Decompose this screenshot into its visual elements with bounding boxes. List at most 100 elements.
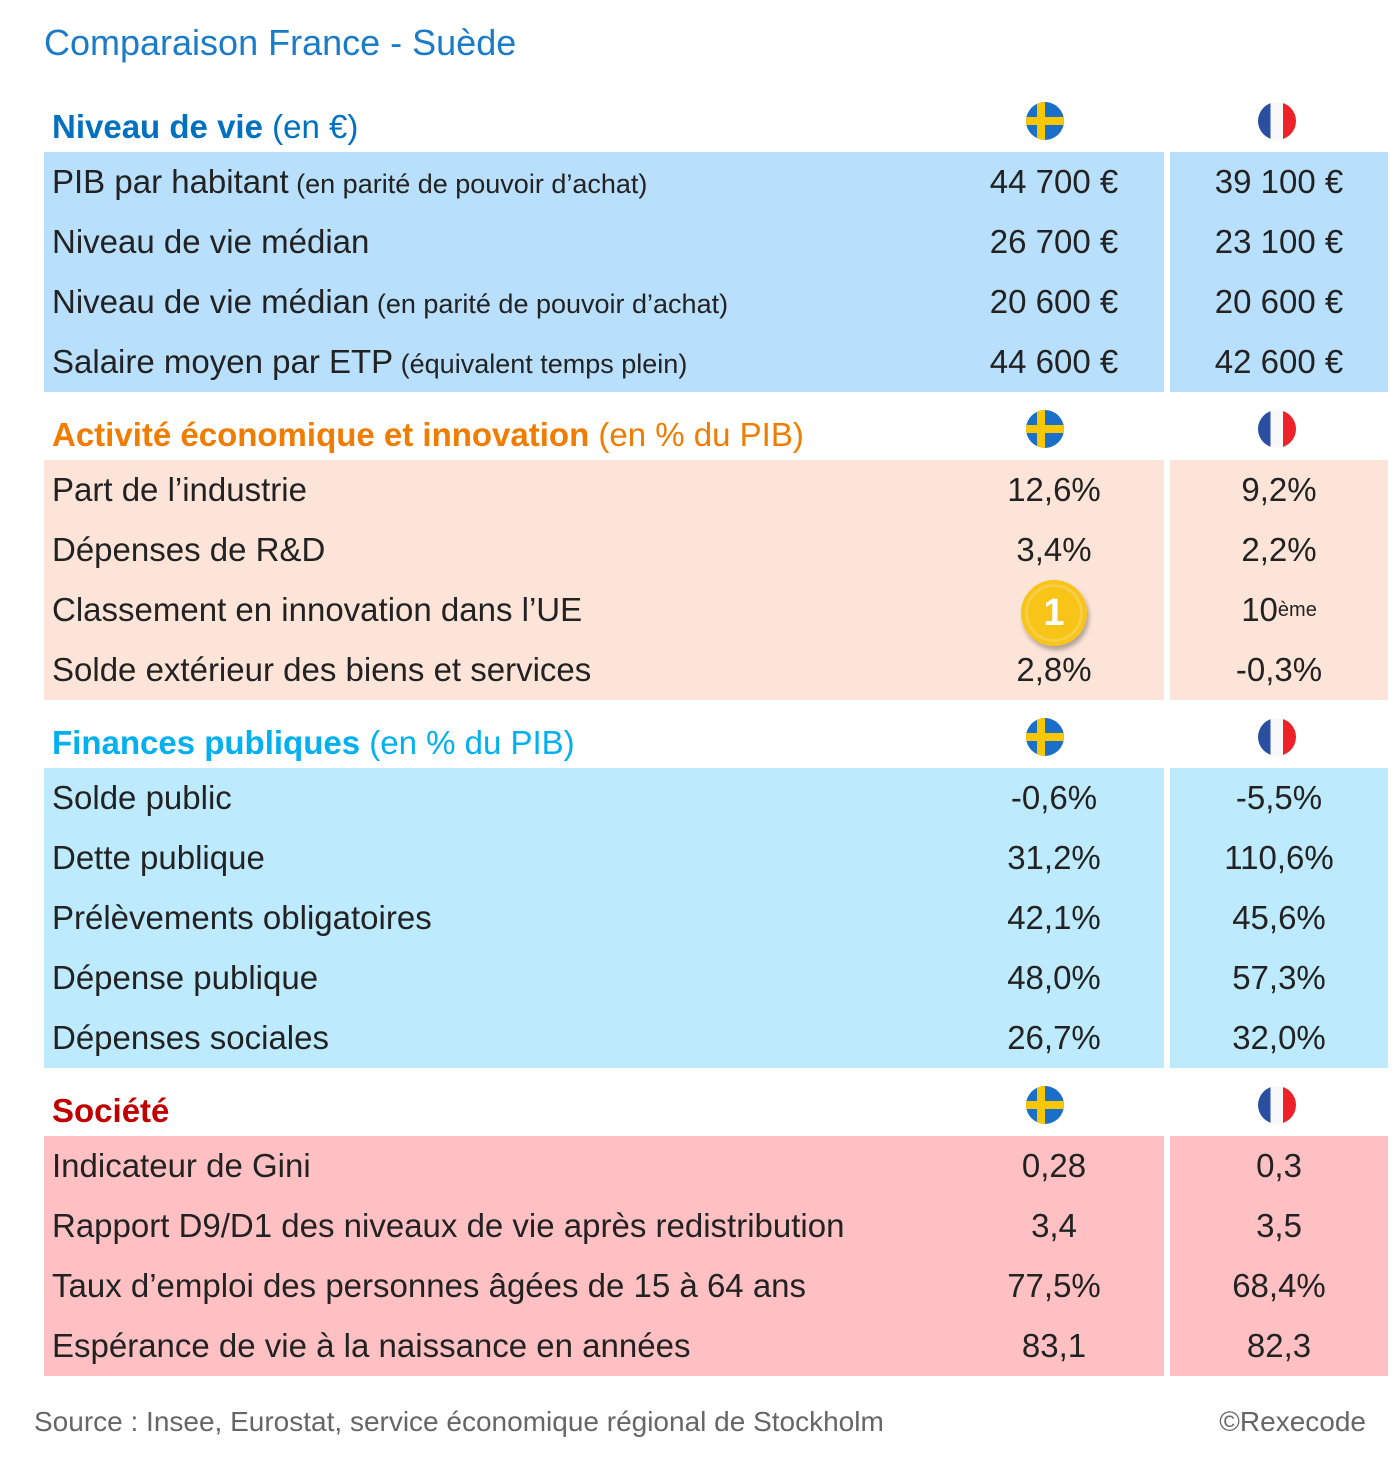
section-header: Finances publiques (en % du PIB) bbox=[44, 700, 1388, 768]
table-row: Taux d’emploi des personnes âgées de 15 … bbox=[44, 1256, 1164, 1316]
france-flag-icon bbox=[1258, 718, 1296, 756]
row-label-text: Dépenses de R&D bbox=[52, 531, 326, 568]
row-label: Solde extérieur des biens et services bbox=[44, 651, 944, 689]
section-title-text: Société bbox=[52, 1092, 170, 1129]
france-cell: 10 ème bbox=[1170, 580, 1388, 640]
section-header: Société bbox=[44, 1068, 1388, 1136]
section-title: Société bbox=[52, 1092, 169, 1130]
row-label-text: Dépenses sociales bbox=[52, 1019, 329, 1056]
ordinal-suffix: ème bbox=[1277, 598, 1317, 621]
sweden-cell: 83,1 bbox=[944, 1327, 1164, 1365]
row-label-text: Niveau de vie médian bbox=[52, 283, 370, 320]
row-label: Taux d’emploi des personnes âgées de 15 … bbox=[44, 1267, 944, 1305]
france-value: 20 600 € bbox=[1214, 283, 1344, 320]
sweden-value: 48,0% bbox=[1007, 959, 1101, 996]
labels-column: Solde public -0,6% Dette publique 31,2% Prél… bbox=[44, 768, 1164, 1068]
sweden-value: -0,6% bbox=[1010, 779, 1098, 816]
row-label-text: Part de l’industrie bbox=[52, 471, 307, 508]
table-row: Solde public -0,6% bbox=[44, 768, 1164, 828]
france-cell: 3,5 bbox=[1170, 1196, 1388, 1256]
table-row: Salaire moyen par ETP (équivalent temps … bbox=[44, 332, 1164, 392]
france-column: 9,2% 2,2% 10 ème -0,3% bbox=[1170, 460, 1388, 700]
row-label: Indicateur de Gini bbox=[44, 1147, 944, 1185]
france-cell: 42 600 € bbox=[1170, 332, 1388, 392]
france-value: -0,3% bbox=[1235, 651, 1323, 688]
sweden-value: 77,5% bbox=[1007, 1267, 1101, 1304]
section-finances: Finances publiques (en % du PIB) Solde p… bbox=[44, 700, 1388, 1068]
france-cell: 68,4% bbox=[1170, 1256, 1388, 1316]
sweden-value: 3,4% bbox=[1016, 531, 1092, 568]
sweden-cell: 0,28 bbox=[944, 1147, 1164, 1185]
row-label: Niveau de vie médian bbox=[44, 223, 944, 261]
table-row: Niveau de vie médian 26 700 € bbox=[44, 212, 1164, 272]
france-cell: 9,2% bbox=[1170, 460, 1388, 520]
sweden-value: 44 600 € bbox=[989, 343, 1119, 380]
table-row: Part de l’industrie 12,6% bbox=[44, 460, 1164, 520]
table-row: Dépense publique 48,0% bbox=[44, 948, 1164, 1008]
gold-medal-icon: 1 bbox=[1021, 580, 1087, 646]
table-row: Espérance de vie à la naissance en année… bbox=[44, 1316, 1164, 1376]
section-title: Activité économique et innovation (en % … bbox=[52, 416, 804, 454]
row-label-text: Espérance de vie à la naissance en année… bbox=[52, 1327, 691, 1364]
sweden-cell: 20 600 € bbox=[944, 283, 1164, 321]
sweden-flag-icon bbox=[1026, 718, 1064, 756]
row-label-text: Classement en innovation dans l’UE bbox=[52, 591, 583, 628]
france-value: 9,2% bbox=[1241, 471, 1317, 508]
table-row: Classement en innovation dans l’UE 1 bbox=[44, 580, 1164, 646]
table-row: Dépenses sociales 26,7% bbox=[44, 1008, 1164, 1068]
france-value: 2,2% bbox=[1241, 531, 1317, 568]
france-column: 39 100 € 23 100 € 20 600 € 42 600 € bbox=[1170, 152, 1388, 392]
france-cell: 20 600 € bbox=[1170, 272, 1388, 332]
france-value: 57,3% bbox=[1232, 959, 1326, 996]
row-note: (en parité de pouvoir d’achat) bbox=[369, 289, 729, 319]
row-label-text: Solde extérieur des biens et services bbox=[52, 651, 592, 688]
france-cell: 82,3 bbox=[1170, 1316, 1388, 1376]
sweden-value: 3,4 bbox=[1031, 1207, 1077, 1244]
sweden-cell: 1 bbox=[944, 574, 1164, 646]
row-note: (en parité de pouvoir d’achat) bbox=[288, 169, 648, 199]
sweden-value: 83,1 bbox=[1021, 1327, 1087, 1364]
france-flag-icon bbox=[1258, 102, 1296, 140]
page-title: Comparaison France - Suède bbox=[44, 22, 517, 63]
section-unit: (en % du PIB) bbox=[589, 416, 804, 453]
france-cell: 2,2% bbox=[1170, 520, 1388, 580]
copyright: ©Rexecode bbox=[1219, 1406, 1366, 1437]
sweden-cell: 3,4 bbox=[944, 1207, 1164, 1245]
table-row: Indicateur de Gini 0,28 bbox=[44, 1136, 1164, 1196]
sweden-value: 31,2% bbox=[1007, 839, 1101, 876]
section-header: Niveau de vie (en €) bbox=[44, 92, 1388, 152]
row-label-text: Solde public bbox=[52, 779, 232, 816]
section-title-text: Niveau de vie bbox=[52, 108, 263, 145]
row-label: Dépenses sociales bbox=[44, 1019, 944, 1057]
row-label: Prélèvements obligatoires bbox=[44, 899, 944, 937]
row-label-text: Taux d’emploi des personnes âgées de 15 … bbox=[52, 1267, 807, 1304]
row-label: Solde public bbox=[44, 779, 944, 817]
table-row: Niveau de vie médian (en parité de pouvo… bbox=[44, 272, 1164, 332]
france-flag-icon bbox=[1258, 1086, 1296, 1124]
france-cell: -5,5% bbox=[1170, 768, 1388, 828]
france-cell: 110,6% bbox=[1170, 828, 1388, 888]
france-column: 0,3 3,5 68,4% 82,3 bbox=[1170, 1136, 1388, 1376]
table-row: Solde extérieur des biens et services 2,8… bbox=[44, 640, 1164, 700]
section-activite: Activité économique et innovation (en % … bbox=[44, 392, 1388, 700]
sweden-value: 20 600 € bbox=[989, 283, 1119, 320]
sweden-flag-icon bbox=[1026, 102, 1064, 140]
labels-column: PIB par habitant (en parité de pouvoir d… bbox=[44, 152, 1164, 392]
section-title-text: Activité économique et innovation bbox=[52, 416, 590, 453]
row-label: Salaire moyen par ETP (équivalent temps … bbox=[44, 343, 944, 381]
sweden-cell: 44 600 € bbox=[944, 343, 1164, 381]
labels-column: Part de l’industrie 12,6% Dépenses de R&D 3… bbox=[44, 460, 1164, 700]
france-value: 68,4% bbox=[1232, 1267, 1326, 1304]
france-value: 32,0% bbox=[1232, 1019, 1326, 1056]
sweden-cell: 48,0% bbox=[944, 959, 1164, 997]
france-value: 42 600 € bbox=[1214, 343, 1344, 380]
france-value: -5,5% bbox=[1235, 779, 1323, 816]
france-column: -5,5% 110,6% 45,6% 57,3% 32,0% bbox=[1170, 768, 1388, 1068]
section-header: Activité économique et innovation (en % … bbox=[44, 392, 1388, 460]
row-label-text: Rapport D9/D1 des niveaux de vie après r… bbox=[52, 1207, 845, 1244]
sweden-cell: 44 700 € bbox=[944, 163, 1164, 201]
france-cell: 45,6% bbox=[1170, 888, 1388, 948]
section-unit: (en % du PIB) bbox=[360, 724, 575, 761]
sweden-cell: 31,2% bbox=[944, 839, 1164, 877]
section-title: Finances publiques (en % du PIB) bbox=[52, 724, 575, 762]
